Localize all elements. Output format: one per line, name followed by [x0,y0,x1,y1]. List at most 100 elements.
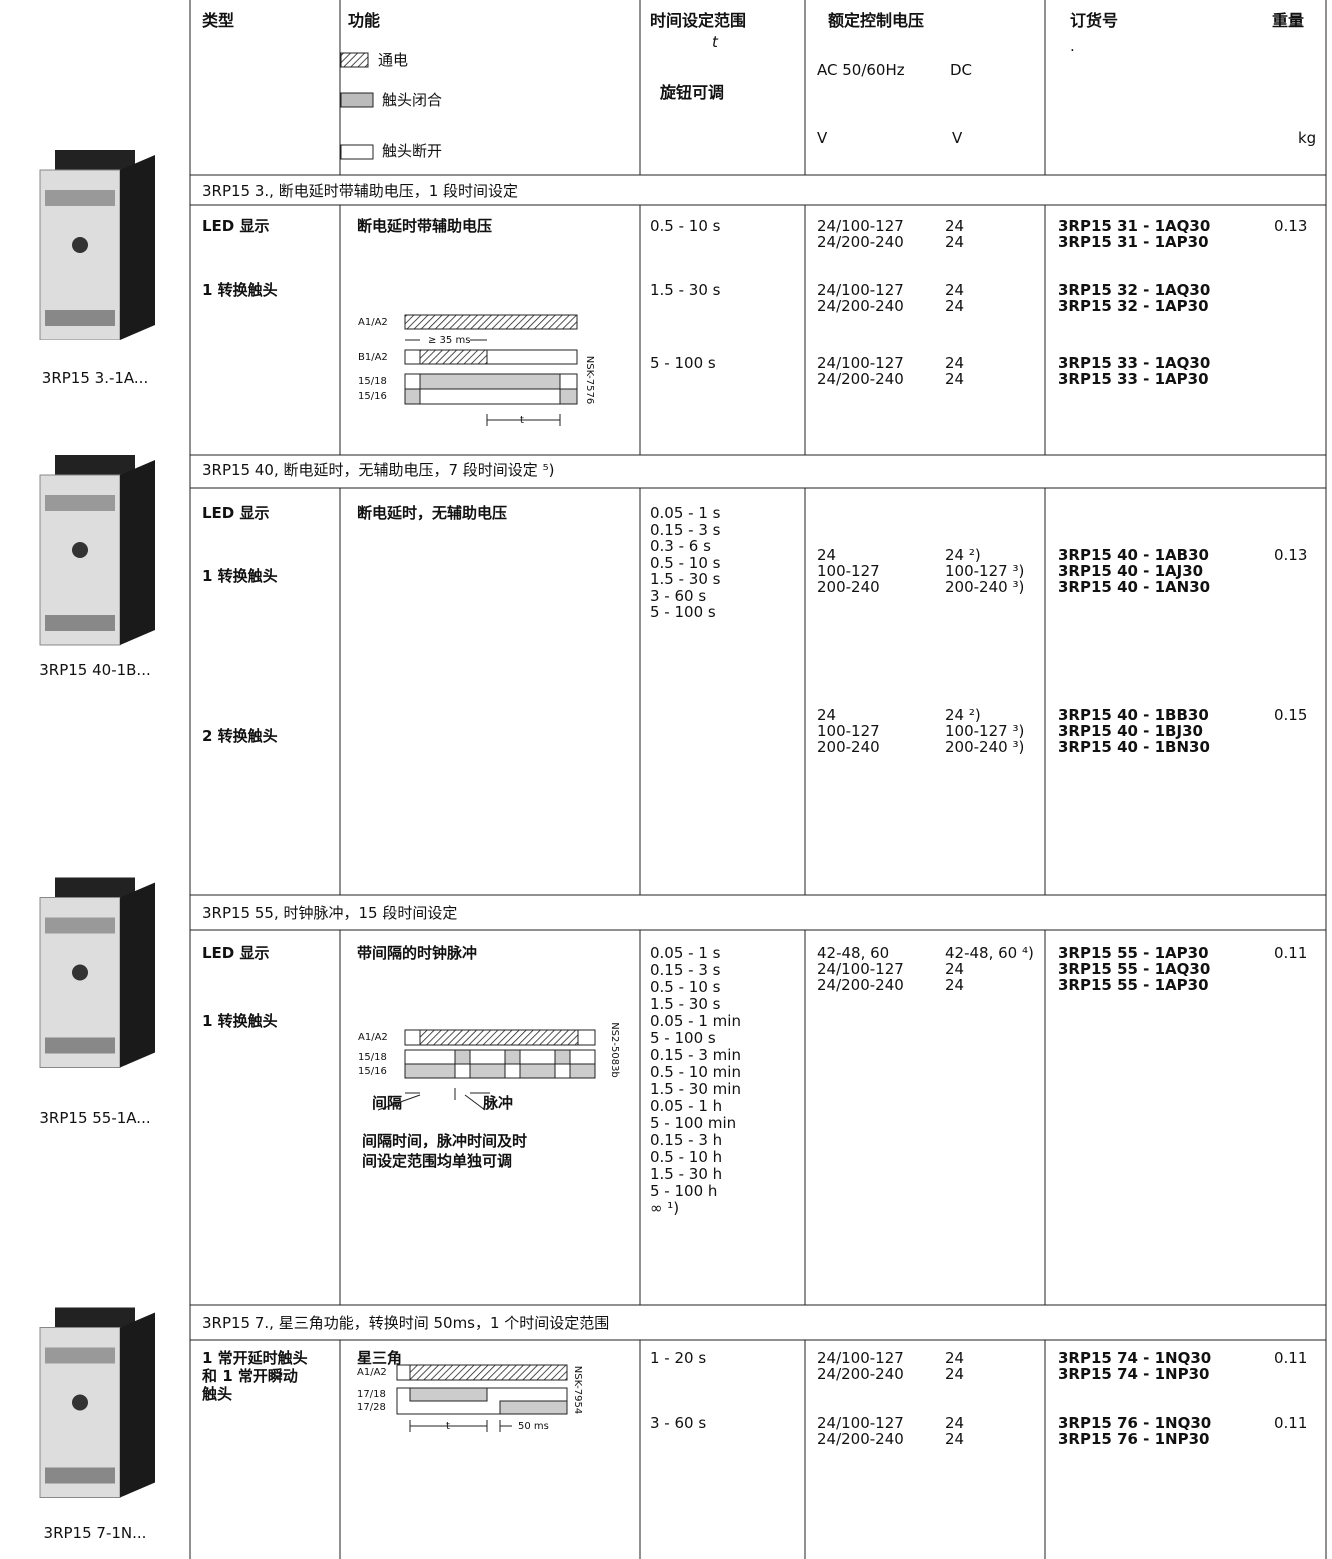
product-images [39,150,156,1499]
dc-voltage: 24 [945,354,965,372]
section-title: 3RP15 7., 星三角功能，转换时间 50ms，1 个时间设定范围 [202,1314,610,1332]
signal-label: ≥ 35 ms [428,335,470,346]
order-number: 3RP15 40 - 1AN30 [1058,578,1211,596]
dc-voltage: 24 [945,297,965,315]
ac-voltage: 24/200-240 [817,370,904,388]
ac-voltage: 100-127 [817,722,880,740]
ac-voltage: 24 [817,546,837,564]
order-number: 3RP15 55 - 1AP30 [1058,976,1209,994]
weight: 0.11 [1274,1349,1308,1367]
function-text: 断电延时，无辅助电压 [357,504,508,522]
signal-label: B1/A2 [358,352,388,363]
dc-voltage: 200-240 ³) [945,578,1025,596]
section-title: 3RP15 55, 时钟脉冲，15 段时间设定 [202,904,458,922]
time-range: 0.5 - 10 s [650,217,721,235]
symbol: t [712,33,718,51]
time-range: 0.5 - 10 min [650,1063,741,1081]
time-range: 1 - 20 s [650,1349,707,1367]
signal-label: 17/28 [357,1402,386,1413]
order-number: 3RP15 55 - 1AP30 [1058,944,1209,962]
ac-voltage: 24/100-127 [817,1414,904,1432]
time-range: 5 - 100 min [650,1114,737,1132]
unit: kg [1298,129,1317,147]
signal-label: 15/18 [358,1052,387,1063]
time-range: 5 - 100 s [650,1029,716,1047]
signal-label: 15/16 [358,1066,387,1077]
type-text: 1 转换触头 [202,281,278,299]
legend-text: 通电 [378,51,409,69]
ac-voltage: 24/100-127 [817,281,904,299]
order-number: 3RP15 40 - 1AB30 [1058,546,1209,564]
type-text: LED 显示 [202,504,270,522]
ac-voltage: 24/100-127 [817,960,904,978]
time-range: 5 - 100 s [650,354,716,372]
unit: V [817,129,828,147]
dc-voltage: 24 [945,1349,965,1367]
sub-header: DC [950,61,973,79]
ac-voltage: 200-240 [817,578,880,596]
ac-voltage: 100-127 [817,562,880,580]
product-caption: 3RP15 55-1A... [39,1109,151,1127]
product-caption: 3RP15 3.-1A... [41,369,149,387]
signal-label: A1/A2 [358,317,388,328]
column-header: 时间设定范围 [650,11,747,30]
diagram-label: 脉冲 [483,1094,514,1112]
order-number: 3RP15 40 - 1BN30 [1058,738,1210,756]
type-text: 1 常开延时触头 [202,1349,308,1367]
order-number: 3RP15 76 - 1NQ30 [1058,1414,1212,1432]
weight: 0.11 [1274,944,1308,962]
order-number: 3RP15 40 - 1AJ30 [1058,562,1204,580]
time-range: 3 - 60 s [650,1414,707,1432]
signal-label: 15/16 [358,391,387,402]
ac-voltage: 24/100-127 [817,217,904,235]
time-range: 0.15 - 3 s [650,520,721,539]
dc-voltage: 100-127 ³) [945,562,1025,580]
dc-voltage: 24 [945,1430,965,1448]
column-header: 类型 [202,11,235,30]
time-range: ∞ ¹) [650,1199,680,1217]
ac-voltage: 24/100-127 [817,1349,904,1367]
timing-diagram: A1/A2 15/18 15/16 NS2-5083b [358,1022,620,1111]
dc-voltage: 24 [945,960,965,978]
product-caption: 3RP15 40-1B... [39,661,151,679]
order-number: 3RP15 31 - 1AQ30 [1058,217,1211,235]
signal-label: A1/A2 [357,1367,387,1378]
weight: 0.13 [1274,217,1308,235]
type-text: LED 显示 [202,944,270,962]
drawing-number: NSK-7576 [584,356,595,404]
signal-label: A1/A2 [358,1032,388,1043]
order-number: 3RP15 40 - 1BB30 [1058,706,1209,724]
time-range: 0.5 - 10 s [650,553,721,572]
mark: . [1070,37,1075,55]
type-text: 和 1 常开瞬动 [202,1367,298,1385]
weight: 0.13 [1274,546,1308,564]
dc-voltage: 42-48, 60 ⁴) [945,944,1034,962]
ac-voltage: 42-48, 60 [817,944,890,962]
time-range: 0.15 - 3 h [650,1131,723,1149]
column-header: 订货号 [1070,11,1119,30]
time-range: 0.05 - 1 s [650,944,721,962]
ac-voltage: 200-240 [817,738,880,756]
legend-icons [340,52,374,160]
time-range: 0.05 - 1 s [650,504,721,522]
dc-voltage: 200-240 ³) [945,738,1025,756]
dc-voltage: 24 [945,1414,965,1432]
time-range: 5 - 100 h [650,1182,718,1200]
order-number: 3RP15 33 - 1AQ30 [1058,354,1211,372]
time-range: 1.5 - 30 s [650,995,721,1013]
timing-diagram: A1/A2 ≥ 35 ms B1/A2 15/18 15/16 t NSK-75… [358,314,595,426]
type-text: 2 转换触头 [202,727,278,745]
dc-voltage: 24 [945,233,965,251]
ac-voltage: 24/200-240 [817,976,904,994]
weight: 0.15 [1274,706,1308,724]
time-range: 1.5 - 30 s [650,570,721,588]
dc-voltage: 24 ²) [945,546,981,564]
dc-voltage: 24 ²) [945,706,981,724]
order-number: 3RP15 55 - 1AQ30 [1058,960,1211,978]
order-number: 3RP15 76 - 1NP30 [1058,1430,1210,1448]
section-title: 3RP15 40, 断电延时，无辅助电压，7 段时间设定 ⁵) [202,461,555,479]
dc-voltage: 100-127 ³) [945,722,1025,740]
product-caption: 3RP15 7-1N... [43,1524,147,1542]
diagram-label: 间隔 [372,1094,403,1112]
